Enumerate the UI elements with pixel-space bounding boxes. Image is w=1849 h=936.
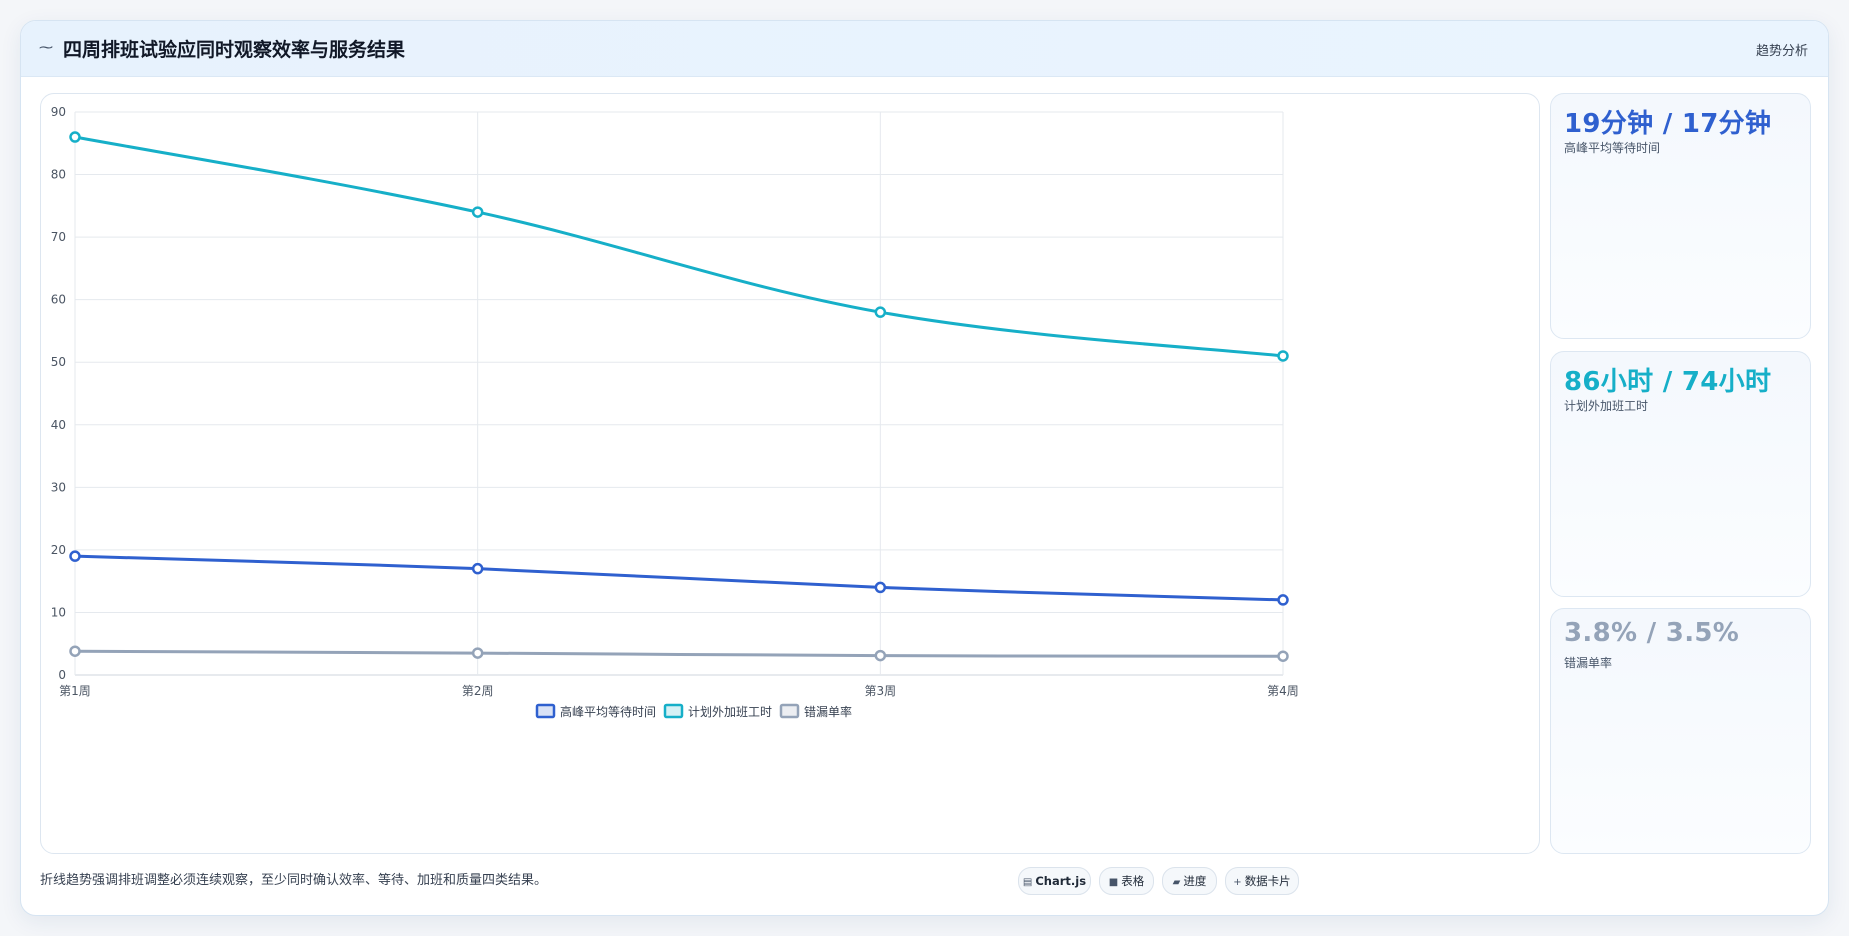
progress-icon: ▰ — [1172, 877, 1181, 888]
chip-table[interactable]: ■ 表格 — [1099, 867, 1154, 895]
chip-label: 表格 — [1121, 874, 1145, 888]
line-chart-card: 0 10 20 30 40 50 60 70 80 90 第1周 第2周 第3周 第4周 高峰平均等待时… — [40, 93, 1540, 854]
kpi-value: 86小时 / 74小时 — [1564, 367, 1772, 397]
data-point — [874, 581, 887, 594]
chip-chartjs[interactable]: ▤ Chart.js — [1018, 867, 1091, 895]
kpi-value: 3.8% / 3.5% — [1564, 618, 1740, 648]
data-point — [69, 550, 81, 562]
data-point — [471, 206, 484, 218]
chip-label: 进度 — [1183, 874, 1207, 888]
y-tick-label: 40 — [51, 418, 66, 432]
kpi-card-overtime: 86小时 / 74小时 计划外加班工时 — [1550, 351, 1811, 597]
panel-title: 四周排班试验应同时观察效率与服务结果 — [63, 39, 406, 61]
legend-swatch — [663, 703, 684, 719]
y-tick-label: 90 — [51, 105, 66, 119]
x-tick-label: 第4周 — [1267, 684, 1299, 698]
legend-label: 高峰平均等待时间 — [560, 704, 656, 719]
trend-icon: ⁓ — [39, 40, 53, 56]
chip-data-cards[interactable]: + 数据卡片 — [1225, 867, 1299, 895]
x-tick-label: 第1周 — [59, 684, 91, 698]
y-tick-label: 30 — [51, 480, 66, 494]
analysis-tag: 趋势分析 — [1755, 44, 1808, 59]
chip-progress[interactable]: ▰ 进度 — [1162, 867, 1217, 895]
x-tick-label: 第2周 — [462, 684, 494, 698]
legend-label: 错漏单率 — [804, 704, 852, 719]
legend-swatch — [779, 703, 800, 719]
plus-icon: + — [1233, 877, 1242, 888]
legend-label: 计划外加班工时 — [688, 705, 772, 719]
y-tick-label: 80 — [51, 168, 66, 182]
x-tick-label: 第3周 — [865, 684, 897, 698]
data-point — [1277, 594, 1289, 606]
series-line-3 — [73, 649, 1285, 658]
dashboard-panel: ⁓ 四周排班试验应同时观察效率与服务结果 趋势分析 0 10 20 30 40 50 60 7… — [20, 20, 1829, 916]
legend-swatch — [535, 703, 556, 719]
chip-label: 数据卡片 — [1244, 874, 1291, 888]
chart-icon: ▤ — [1022, 877, 1033, 888]
data-point — [69, 131, 81, 143]
kpi-label: 高峰平均等待时间 — [1564, 141, 1661, 155]
kpi-label: 错漏单率 — [1564, 656, 1613, 670]
y-tick-label: 50 — [51, 355, 66, 369]
kpi-card-error-rate: 3.8% / 3.5% 错漏单率 — [1550, 608, 1811, 854]
kpi-card-wait: 19分钟 / 17分钟 高峰平均等待时间 — [1550, 93, 1811, 339]
kpi-label: 计划外加班工时 — [1564, 399, 1649, 413]
data-point — [874, 649, 887, 662]
y-tick-label: 20 — [51, 543, 66, 557]
data-point — [1277, 350, 1289, 362]
footer-note: 折线趋势强调排班调整必须连续观察，至少同时确认效率、等待、加班和质量四类结果。 — [40, 873, 548, 888]
data-point — [69, 645, 81, 657]
y-tick-label: 60 — [51, 293, 66, 307]
kpi-value: 19分钟 / 17分钟 — [1564, 109, 1772, 139]
data-point — [1277, 650, 1289, 662]
series-line-2 — [73, 135, 1285, 358]
y-tick-label: 10 — [51, 605, 66, 619]
data-point — [874, 306, 887, 318]
series-line-1 — [73, 554, 1285, 602]
data-point — [471, 562, 484, 575]
line-chart: 0 10 20 30 40 50 60 70 80 90 第1周 第2周 第3周 第4周 高峰平均等待时… — [51, 105, 1299, 719]
y-tick-label: 70 — [51, 230, 66, 244]
panel-header: ⁓ 四周排班试验应同时观察效率与服务结果 趋势分析 — [21, 21, 1828, 77]
chip-label: Chart.js — [1035, 874, 1087, 888]
table-icon: ■ — [1108, 877, 1119, 888]
data-point — [471, 647, 484, 659]
y-tick-label: 0 — [58, 668, 66, 682]
